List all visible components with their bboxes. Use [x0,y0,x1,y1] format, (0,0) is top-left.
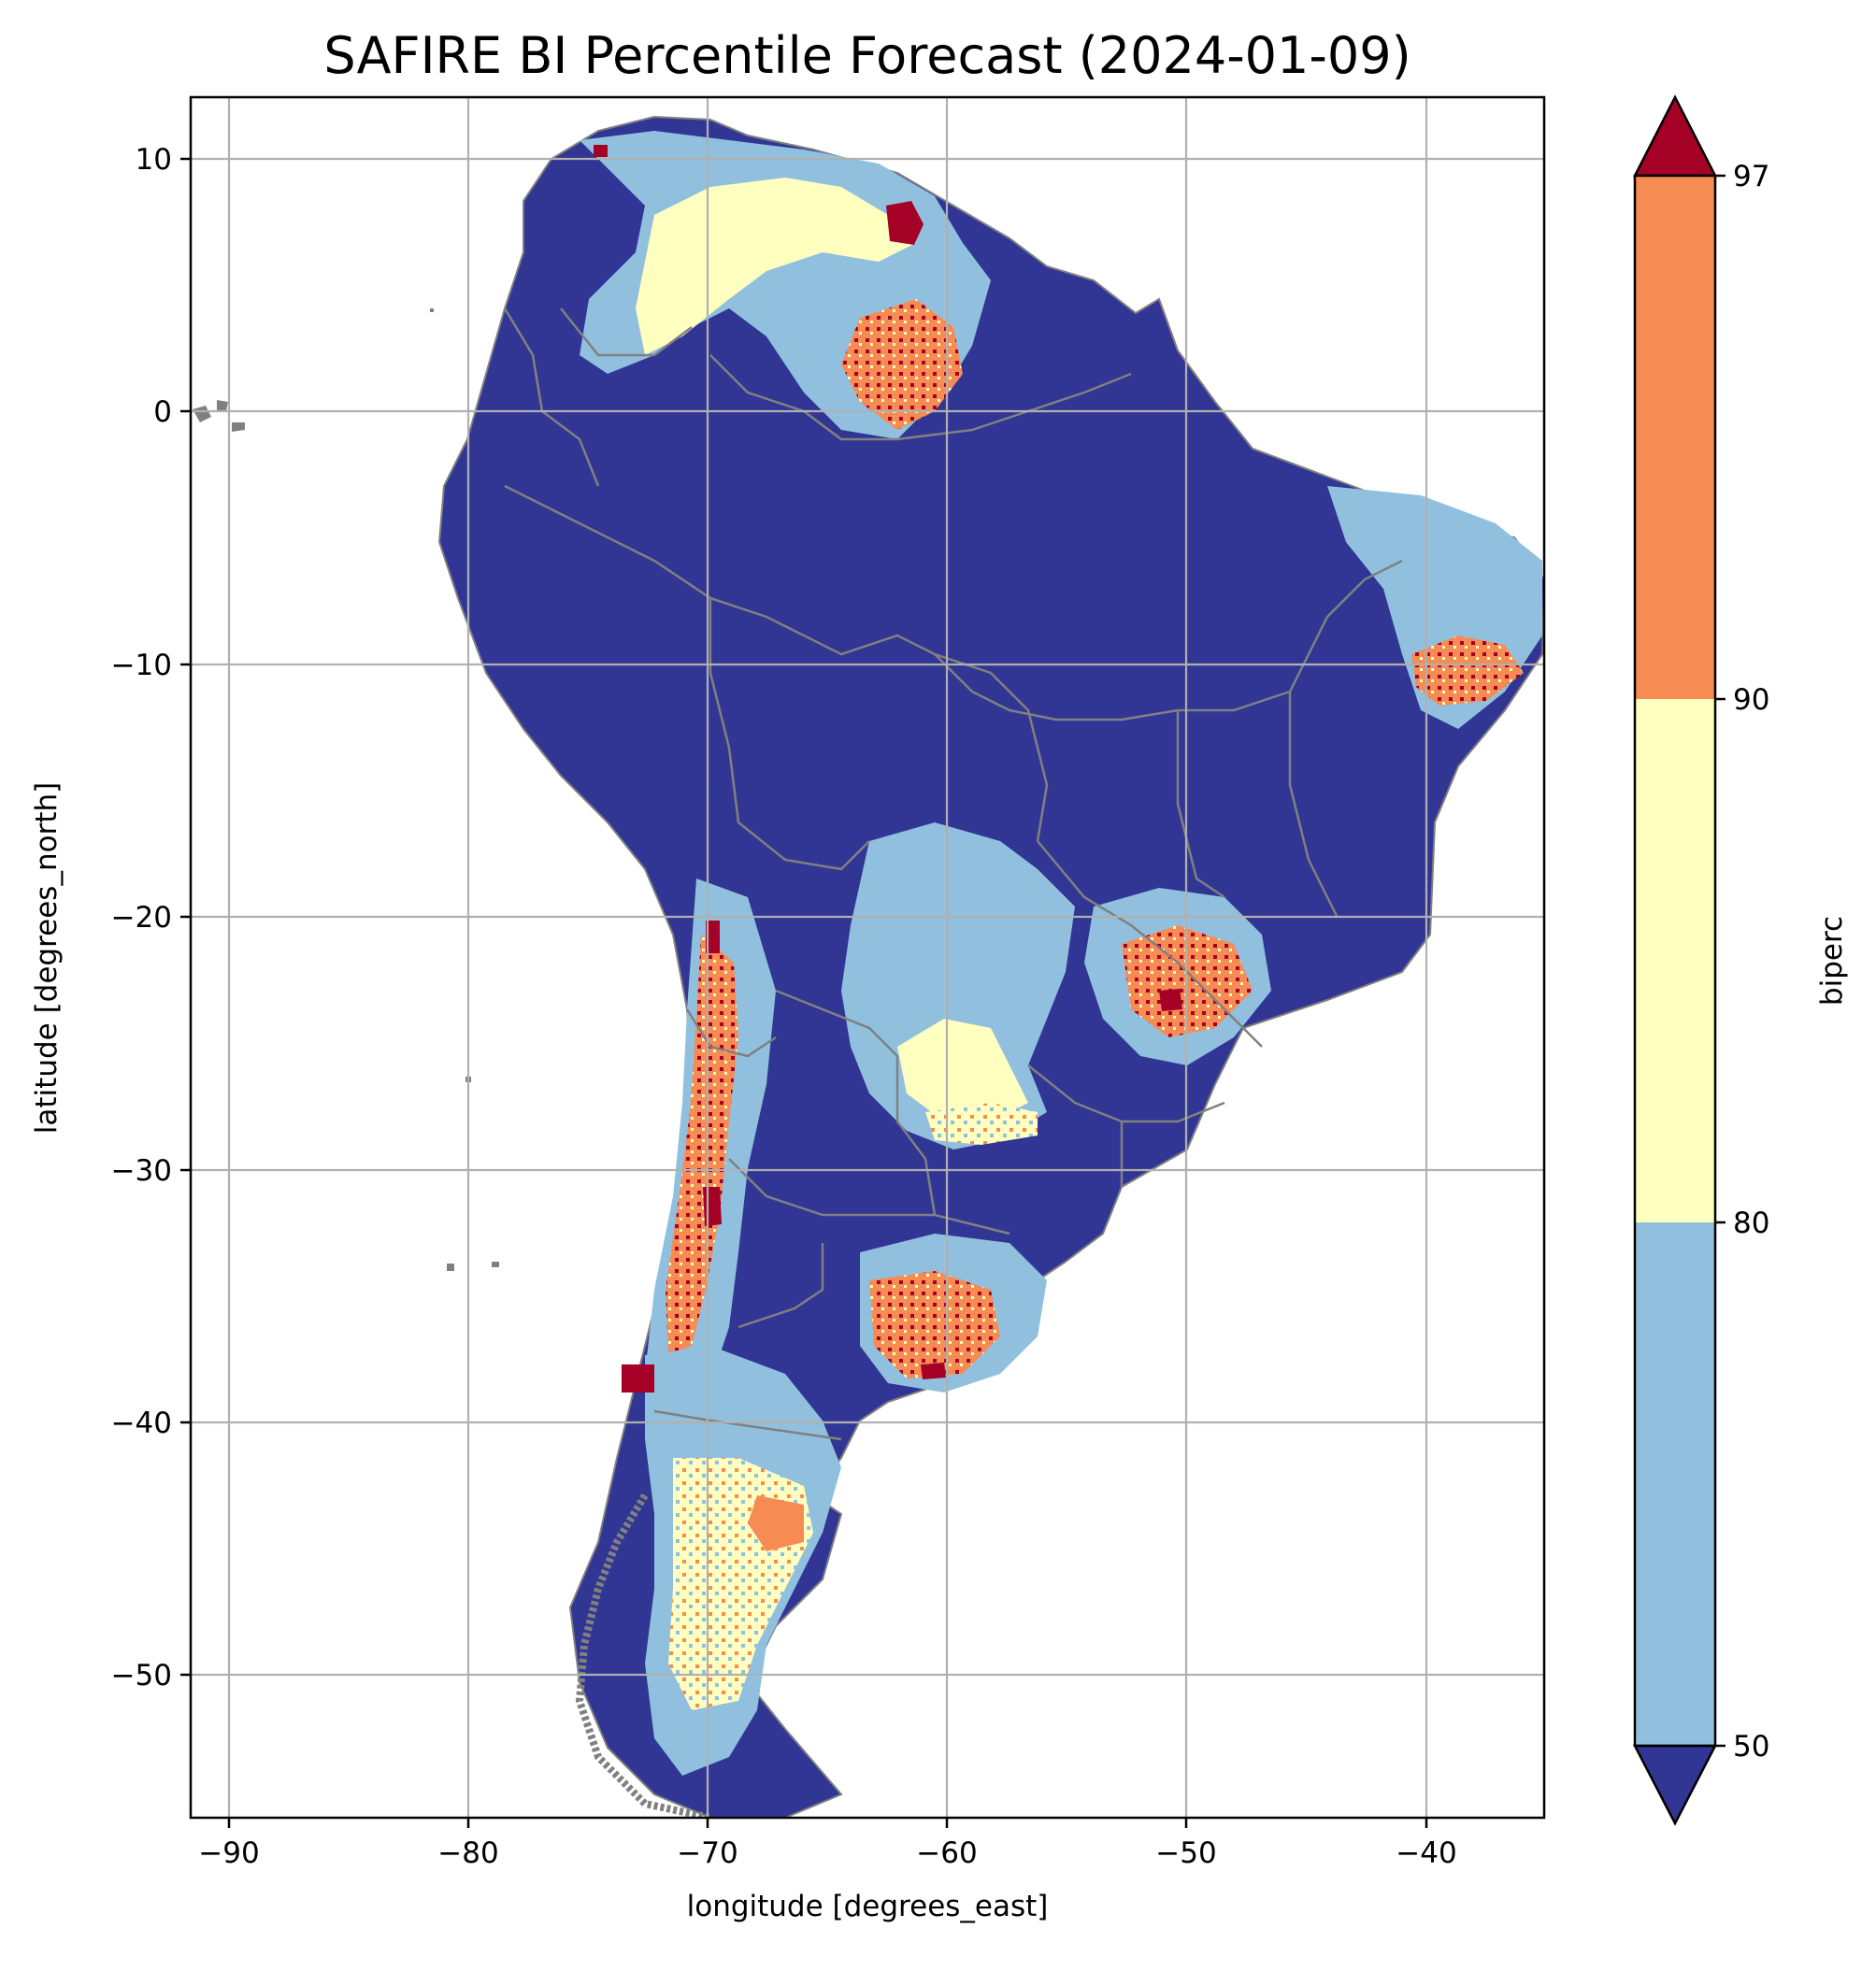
northeast-region-90-97 [1411,636,1524,706]
y-tick-label: −40 [111,1407,172,1440]
x-tick-label: −50 [1155,1836,1216,1870]
x-axis [227,1818,1428,1828]
colorbar-band-50-80 [1635,1222,1715,1746]
y-tick-label: 10 [136,143,172,177]
chart-title: SAFIRE BI Percentile Forecast (2024-01-0… [323,26,1411,85]
colorbar-band-80-90 [1635,699,1715,1222]
andes-hotspot-2 [706,921,720,953]
andes-hotspot-1 [703,1187,722,1226]
x-tick-label: −90 [198,1836,259,1870]
y-tick-label: −30 [111,1154,172,1188]
galapagos-islands [193,400,245,432]
chile-archipelago [575,1493,711,1818]
y-axis-label: latitude [degrees_north] [30,782,64,1134]
gridlines [191,97,1544,1818]
x-tick-label: −80 [437,1836,498,1870]
plot-area [191,97,1544,1818]
colorbar-band-90-97 [1635,176,1715,699]
colorbar-extend-bottom [1632,1744,1718,1826]
central-region-50-80 [841,822,1075,1150]
central-south-region-80-90 [925,1103,1038,1145]
y-tick-label: −20 [111,901,172,935]
north-region-97-plus [886,201,924,245]
x-axis-label: longitude [degrees_east] [687,1890,1049,1923]
patagonia-hotspot [622,1364,654,1393]
north-region-80-90 [636,178,916,355]
colorbar-tick-label: 80 [1733,1207,1769,1240]
colorbar-extend-top [1632,94,1718,178]
y-tick-label: −50 [111,1659,172,1692]
x-tick-label: −70 [677,1836,738,1870]
patagonia-region-90-97 [748,1495,804,1551]
north-region-90-97 [841,299,963,430]
y-tick-label: −10 [111,649,172,682]
colorbar-label: biperc [1815,916,1849,1006]
plot-frame [189,95,1546,1820]
y-axis [180,157,191,1677]
colorbar-frame [1633,174,1717,1748]
colorbar-tick-label: 90 [1733,683,1769,717]
pampas-region-90-97 [869,1271,1000,1378]
colorbar-tick-label: 97 [1733,160,1769,193]
x-tick-label: −60 [916,1836,977,1870]
southeast-region-97-plus [1159,989,1182,1011]
colorbar-tick-label: 50 [1733,1730,1769,1764]
central-region-80-90 [897,1019,1028,1121]
pampas-hotspot [921,1363,946,1379]
andes-region-90-97 [666,935,738,1355]
malpelo-island [430,308,434,312]
y-tick-label: 0 [153,395,172,429]
x-tick-label: −40 [1396,1836,1456,1870]
colorbar: 97 90 80 50 biperc [1632,94,1849,1826]
admin-borders [503,307,1403,1441]
north-west-hotspot [594,145,608,157]
juan-fernandez-islands [447,1262,499,1271]
